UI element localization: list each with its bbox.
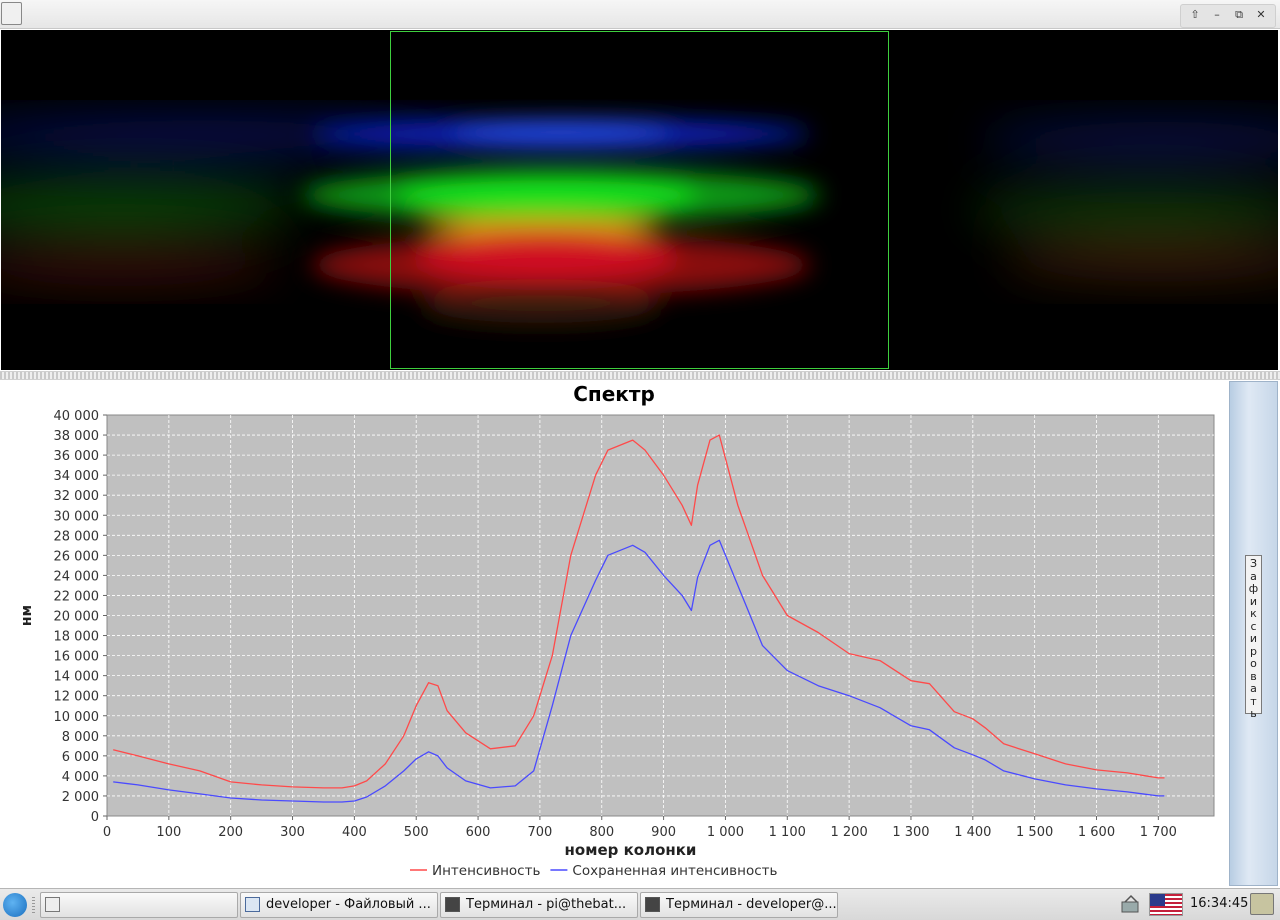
fix-button-letter: в [1250,669,1257,683]
x-tick-label: 500 [404,825,429,840]
clock[interactable]: 16:34:45 [1190,896,1249,911]
y-tick-label: 10 000 [54,710,100,725]
camera-spectrum-image[interactable] [1,30,1278,370]
terminal-icon [445,897,460,912]
fix-button-letter: т [1250,694,1257,708]
legend-label: Сохраненная интенсивность [572,863,777,879]
y-tick-label: 20 000 [54,610,100,625]
task-button-file-manager[interactable]: developer - Файловый ... [240,892,438,918]
task-label: developer - Файловый ... [266,897,431,912]
y-tick-label: 14 000 [54,670,100,685]
keyboard-layout-flag-icon[interactable] [1149,893,1183,916]
start-menu-icon[interactable] [3,893,27,917]
y-tick-label: 0 [91,810,99,825]
x-tick-label: 1 700 [1140,825,1177,840]
y-tick-label: 34 000 [54,469,100,484]
x-tick-label: 700 [527,825,552,840]
split-pane-divider[interactable] [0,371,1280,380]
x-tick-label: 1 000 [707,825,744,840]
x-tick-label: 1 100 [769,825,806,840]
y-tick-label: 24 000 [54,569,100,584]
fix-button-letter: р [1250,644,1257,658]
terminal-icon [645,897,660,912]
y-tick-label: 4 000 [62,770,99,785]
y-tick-label: 30 000 [54,509,100,524]
y-tick-label: 22 000 [54,589,100,604]
task-label: Терминал - developer@... [666,897,837,912]
x-tick-label: 1 300 [892,825,929,840]
fix-button-letter: с [1250,619,1257,633]
fix-button-letter: и [1249,594,1258,608]
spectrum-image-drawing [1,30,1278,370]
y-tick-label: 26 000 [54,549,100,564]
chart-title: Спектр [573,382,655,406]
fix-button-letter: к [1250,607,1257,620]
x-tick-label: 1 400 [954,825,991,840]
fix-button-letter: а [1250,569,1257,583]
y-tick-label: 8 000 [62,730,99,745]
fix-button-letter: ф [1248,582,1259,595]
y-tick-label: 12 000 [54,690,100,705]
selection-rectangle[interactable] [390,31,889,369]
y-tick-label: 36 000 [54,449,100,464]
window-controls: ⇧ – ⧉ ✕ [1180,4,1276,28]
fix-button-letter: и [1249,632,1258,645]
task-button-terminal-developer[interactable]: Терминал - developer@... [640,892,838,918]
fix-button-letter: а [1250,682,1257,695]
spectrum-chart-panel: Спектр 0 2 000 4 000 6 000 8 000 10 000 12 000 1… [0,380,1228,888]
y-axis-label: нм [19,605,35,626]
fix-button-letter: З [1249,557,1258,570]
network-icon[interactable] [1120,894,1142,914]
title-bar: ⇧ – ⧉ ✕ [0,0,1280,29]
y-tick-label: 38 000 [54,429,100,444]
fix-button-letter: ь [1250,707,1257,720]
x-axis-label: номер колонки [565,841,697,859]
show-desktop-icon[interactable] [1250,893,1274,915]
series-line-saved-intensity [113,539,1165,803]
taskbar: developer - Файловый ... Терминал - pi@t… [0,888,1280,920]
close-icon[interactable]: ✕ [1256,8,1266,21]
x-tick-label: 0 [103,825,111,840]
folder-icon [245,897,260,912]
y-tick-label: 18 000 [54,630,100,645]
x-tick-label: 100 [156,825,181,840]
x-tick-label: 200 [218,825,243,840]
y-tick-label: 40 000 [54,409,100,424]
y-tick-label: 16 000 [54,650,100,665]
legend-label: Интенсивность [432,863,540,879]
task-button-terminal-pi[interactable]: Терминал - pi@thebat... [440,892,638,918]
x-tick-label: 400 [342,825,367,840]
series-line-intensity [113,434,1165,789]
x-tick-label: 900 [651,825,676,840]
x-tick-label: 800 [589,825,614,840]
fix-button-letter: о [1250,657,1257,670]
minimize-icon[interactable]: – [1214,8,1220,21]
java-app-icon[interactable] [1,2,22,25]
y-tick-label: 32 000 [54,489,100,504]
taskbar-separator [32,897,35,913]
java-app-icon [45,897,60,912]
x-tick-label: 1 600 [1078,825,1115,840]
flag-canton [1150,894,1165,906]
x-tick-label: 300 [280,825,305,840]
x-tick-label: 1 500 [1016,825,1053,840]
task-label: Терминал - pi@thebat... [466,897,627,912]
y-tick-label: 6 000 [62,750,99,765]
y-tick-label: 2 000 [62,790,99,805]
spectrum-chart: Спектр 0 2 000 4 000 6 000 8 000 10 000 12 000 1… [19,382,1215,879]
y-tick-label: 28 000 [54,529,100,544]
task-button-java-app[interactable] [40,892,238,918]
restore-icon[interactable]: ⧉ [1235,8,1243,21]
up-arrow-icon[interactable]: ⇧ [1190,8,1200,21]
x-tick-label: 600 [466,825,491,840]
x-tick-label: 1 200 [831,825,868,840]
